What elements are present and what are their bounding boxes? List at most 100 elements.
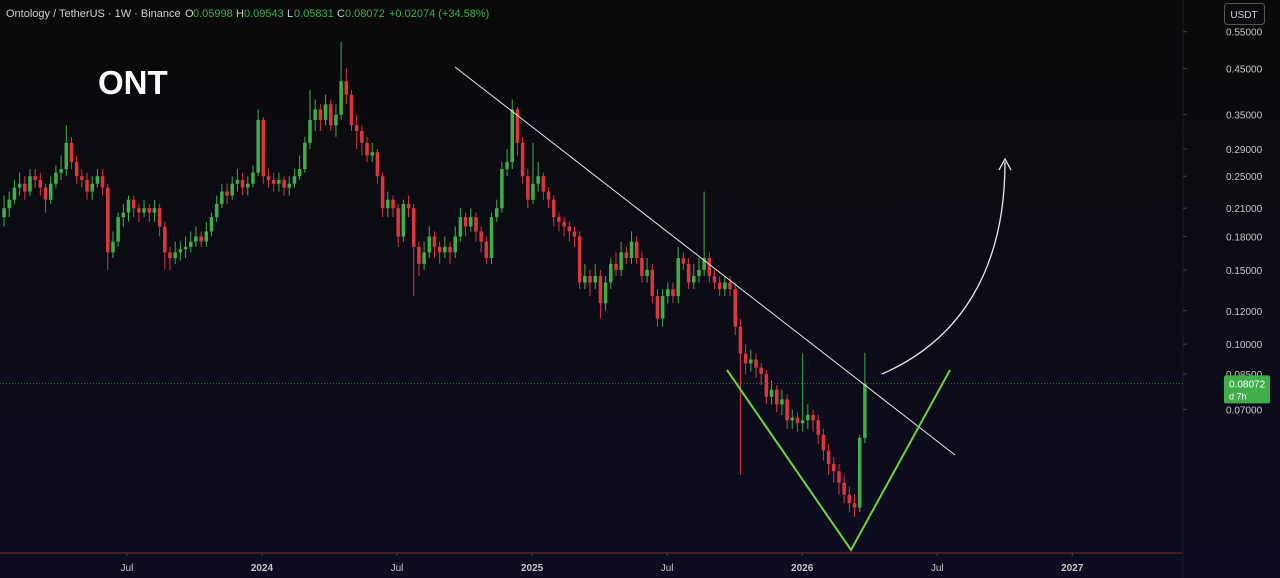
candle-body xyxy=(717,282,722,290)
candle-body xyxy=(686,263,691,283)
candle-body xyxy=(111,241,115,253)
candle-body xyxy=(852,503,857,508)
candle-body xyxy=(401,203,406,237)
candle-body xyxy=(624,252,629,259)
candle-body xyxy=(723,282,727,290)
y-tick-label: 0.10000 xyxy=(1226,340,1263,351)
y-tick-label: 0.29000 xyxy=(1226,145,1263,156)
candle-body xyxy=(541,176,546,192)
candle-body xyxy=(282,179,286,188)
currency[interactable]: USDT xyxy=(1230,10,1257,21)
candle-body xyxy=(2,208,6,218)
candle-body xyxy=(54,172,58,184)
candle-body xyxy=(85,179,89,192)
x-tick-label: 2026 xyxy=(791,563,814,574)
candle-body xyxy=(266,176,271,180)
candle-body xyxy=(173,252,177,259)
candle-body xyxy=(588,276,592,283)
candle-body xyxy=(702,258,706,270)
ohlc: O 0.05998 H 0.09543 L 0.05831 C 0.08072 … xyxy=(185,8,489,20)
candle-body xyxy=(806,414,810,421)
candle-body xyxy=(183,246,188,250)
candle-body xyxy=(619,252,623,270)
candle-body xyxy=(204,231,209,242)
candle-body xyxy=(391,199,395,209)
candle-body xyxy=(453,236,457,253)
candle-body xyxy=(432,236,437,247)
x-tick-label: 2024 xyxy=(251,563,274,574)
candle-body xyxy=(339,81,343,115)
candle-body xyxy=(795,417,800,424)
candle-body xyxy=(323,104,328,120)
candle-body xyxy=(520,142,525,177)
candle-body xyxy=(754,359,758,368)
candle-body xyxy=(603,282,608,304)
candle-body xyxy=(375,152,380,177)
plot xyxy=(0,42,1183,517)
candle-body xyxy=(178,249,183,253)
ohlc-label: H xyxy=(236,8,244,20)
ohlc-value: 0.08072 xyxy=(345,8,385,20)
candle-body xyxy=(292,176,297,184)
candle-body xyxy=(857,437,862,508)
candle-body xyxy=(121,212,126,218)
candle-body xyxy=(349,94,354,126)
candle-body xyxy=(406,203,411,209)
ohlc-label: L xyxy=(287,8,293,20)
candle-body xyxy=(23,183,27,192)
ohlc-label: O xyxy=(185,8,194,20)
candle-body xyxy=(131,199,136,209)
currency-button[interactable] xyxy=(1224,3,1265,25)
candle-body xyxy=(489,217,494,259)
candle-body xyxy=(671,289,675,297)
change: +0.02074 (+34.58%) xyxy=(389,8,489,20)
candle-body xyxy=(515,109,520,143)
candle-body xyxy=(251,172,255,184)
candle-body xyxy=(126,199,131,213)
candle-body xyxy=(463,217,468,227)
candle-body xyxy=(510,109,515,163)
candle-body xyxy=(640,258,644,277)
candle-body xyxy=(417,246,421,264)
candle-body xyxy=(567,226,572,232)
candle-body xyxy=(152,208,157,213)
candle-body xyxy=(707,258,712,277)
last-price: 0.08072 xyxy=(1229,379,1266,390)
candle-body xyxy=(256,119,260,173)
candle-body xyxy=(598,276,603,304)
candle-body xyxy=(225,191,229,196)
candle-body xyxy=(271,179,276,184)
candle-body xyxy=(832,464,836,472)
candle-body xyxy=(448,246,452,253)
candle-body xyxy=(733,289,738,327)
x-tick-label: 2027 xyxy=(1061,563,1084,574)
candle-body xyxy=(396,208,400,237)
candle-body xyxy=(712,276,717,283)
candle-body xyxy=(28,176,32,192)
candle-body xyxy=(536,176,540,184)
candle-body xyxy=(645,269,649,277)
candle-body xyxy=(386,199,390,209)
candle-body xyxy=(59,169,63,173)
candle-body xyxy=(163,226,167,253)
candle-body xyxy=(660,296,665,319)
candle-body xyxy=(676,258,680,297)
candle-body xyxy=(769,389,774,397)
candle-body xyxy=(697,269,701,277)
ohlc-value: 0.09543 xyxy=(244,8,284,20)
trendline xyxy=(454,66,956,456)
candle-body xyxy=(313,109,317,120)
candle-body xyxy=(246,183,250,188)
y-tick-label: 0.25000 xyxy=(1226,172,1263,183)
candle-body xyxy=(422,252,426,264)
candle-body xyxy=(69,142,74,163)
candle-body xyxy=(842,482,846,495)
candle-body xyxy=(344,81,349,95)
v-pattern xyxy=(726,369,951,552)
candle-body xyxy=(749,359,753,364)
candle-body xyxy=(157,208,162,227)
candle-body xyxy=(411,208,416,247)
candle-body xyxy=(95,176,100,184)
candle-body xyxy=(168,252,172,259)
candle-body xyxy=(494,208,499,218)
